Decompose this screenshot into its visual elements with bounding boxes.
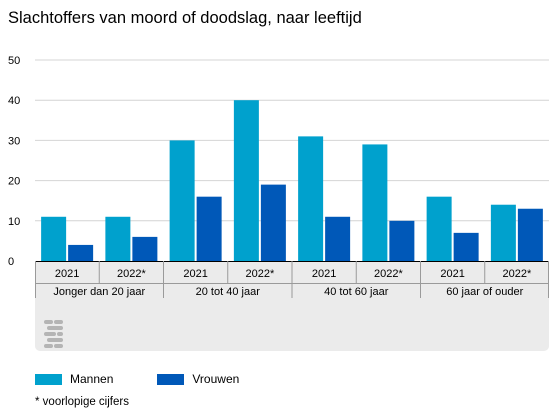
x-group-label: 60 jaar of ouder xyxy=(446,286,523,298)
y-tick-label: 20 xyxy=(8,176,20,188)
bar-mannen-6 xyxy=(426,196,452,261)
x-tick-label: 2022* xyxy=(502,268,531,280)
x-tick-label: 2022* xyxy=(374,268,403,280)
cbs-logo-icon xyxy=(44,320,63,348)
x-group-label: 40 tot 60 jaar xyxy=(324,286,389,298)
y-tick-label: 0 xyxy=(8,256,14,268)
x-group-label: 20 tot 40 jaar xyxy=(196,286,261,298)
legend-swatch-vrouwen xyxy=(157,373,185,385)
x-tick-label: 2021 xyxy=(312,268,336,280)
x-tick-label: 2021 xyxy=(55,268,79,280)
bar-mannen-4 xyxy=(298,136,324,261)
legend-label-vrouwen: Vrouwen xyxy=(192,372,240,386)
bar-vrouwen-5 xyxy=(389,220,415,261)
chart-title: Slachtoffers van moord of doodslag, naar… xyxy=(8,9,362,27)
y-tick-label: 50 xyxy=(8,55,20,67)
bar-vrouwen-2 xyxy=(196,196,222,261)
legend: Mannen Vrouwen xyxy=(35,372,239,386)
x-group-label: Jonger dan 20 jaar xyxy=(53,286,145,298)
legend-item-mannen: Mannen xyxy=(35,372,113,386)
footnote: * voorlopige cijfers xyxy=(35,396,129,408)
bar-vrouwen-0 xyxy=(68,244,94,261)
bar-vrouwen-3 xyxy=(260,184,286,261)
x-tick-label: 2021 xyxy=(440,268,464,280)
legend-label-mannen: Mannen xyxy=(70,372,114,386)
y-tick-label: 30 xyxy=(8,135,20,147)
bar-mannen-7 xyxy=(490,204,516,261)
bar-vrouwen-6 xyxy=(453,232,479,261)
bar-vrouwen-4 xyxy=(325,216,351,261)
bar-mannen-0 xyxy=(41,216,67,261)
legend-swatch-mannen xyxy=(35,373,62,385)
x-tick-label: 2022* xyxy=(117,268,146,280)
bar-mannen-5 xyxy=(362,144,388,261)
y-tick-label: 40 xyxy=(8,95,20,107)
x-tick-label: 2022* xyxy=(245,268,274,280)
bar-vrouwen-1 xyxy=(132,236,158,261)
bar-mannen-1 xyxy=(105,216,131,261)
x-tick-label: 2021 xyxy=(183,268,207,280)
bar-mannen-2 xyxy=(169,140,195,261)
y-tick-label: 10 xyxy=(8,216,20,228)
bar-mannen-3 xyxy=(233,100,259,261)
bar-vrouwen-7 xyxy=(517,208,543,261)
legend-item-vrouwen: Vrouwen xyxy=(157,372,239,386)
